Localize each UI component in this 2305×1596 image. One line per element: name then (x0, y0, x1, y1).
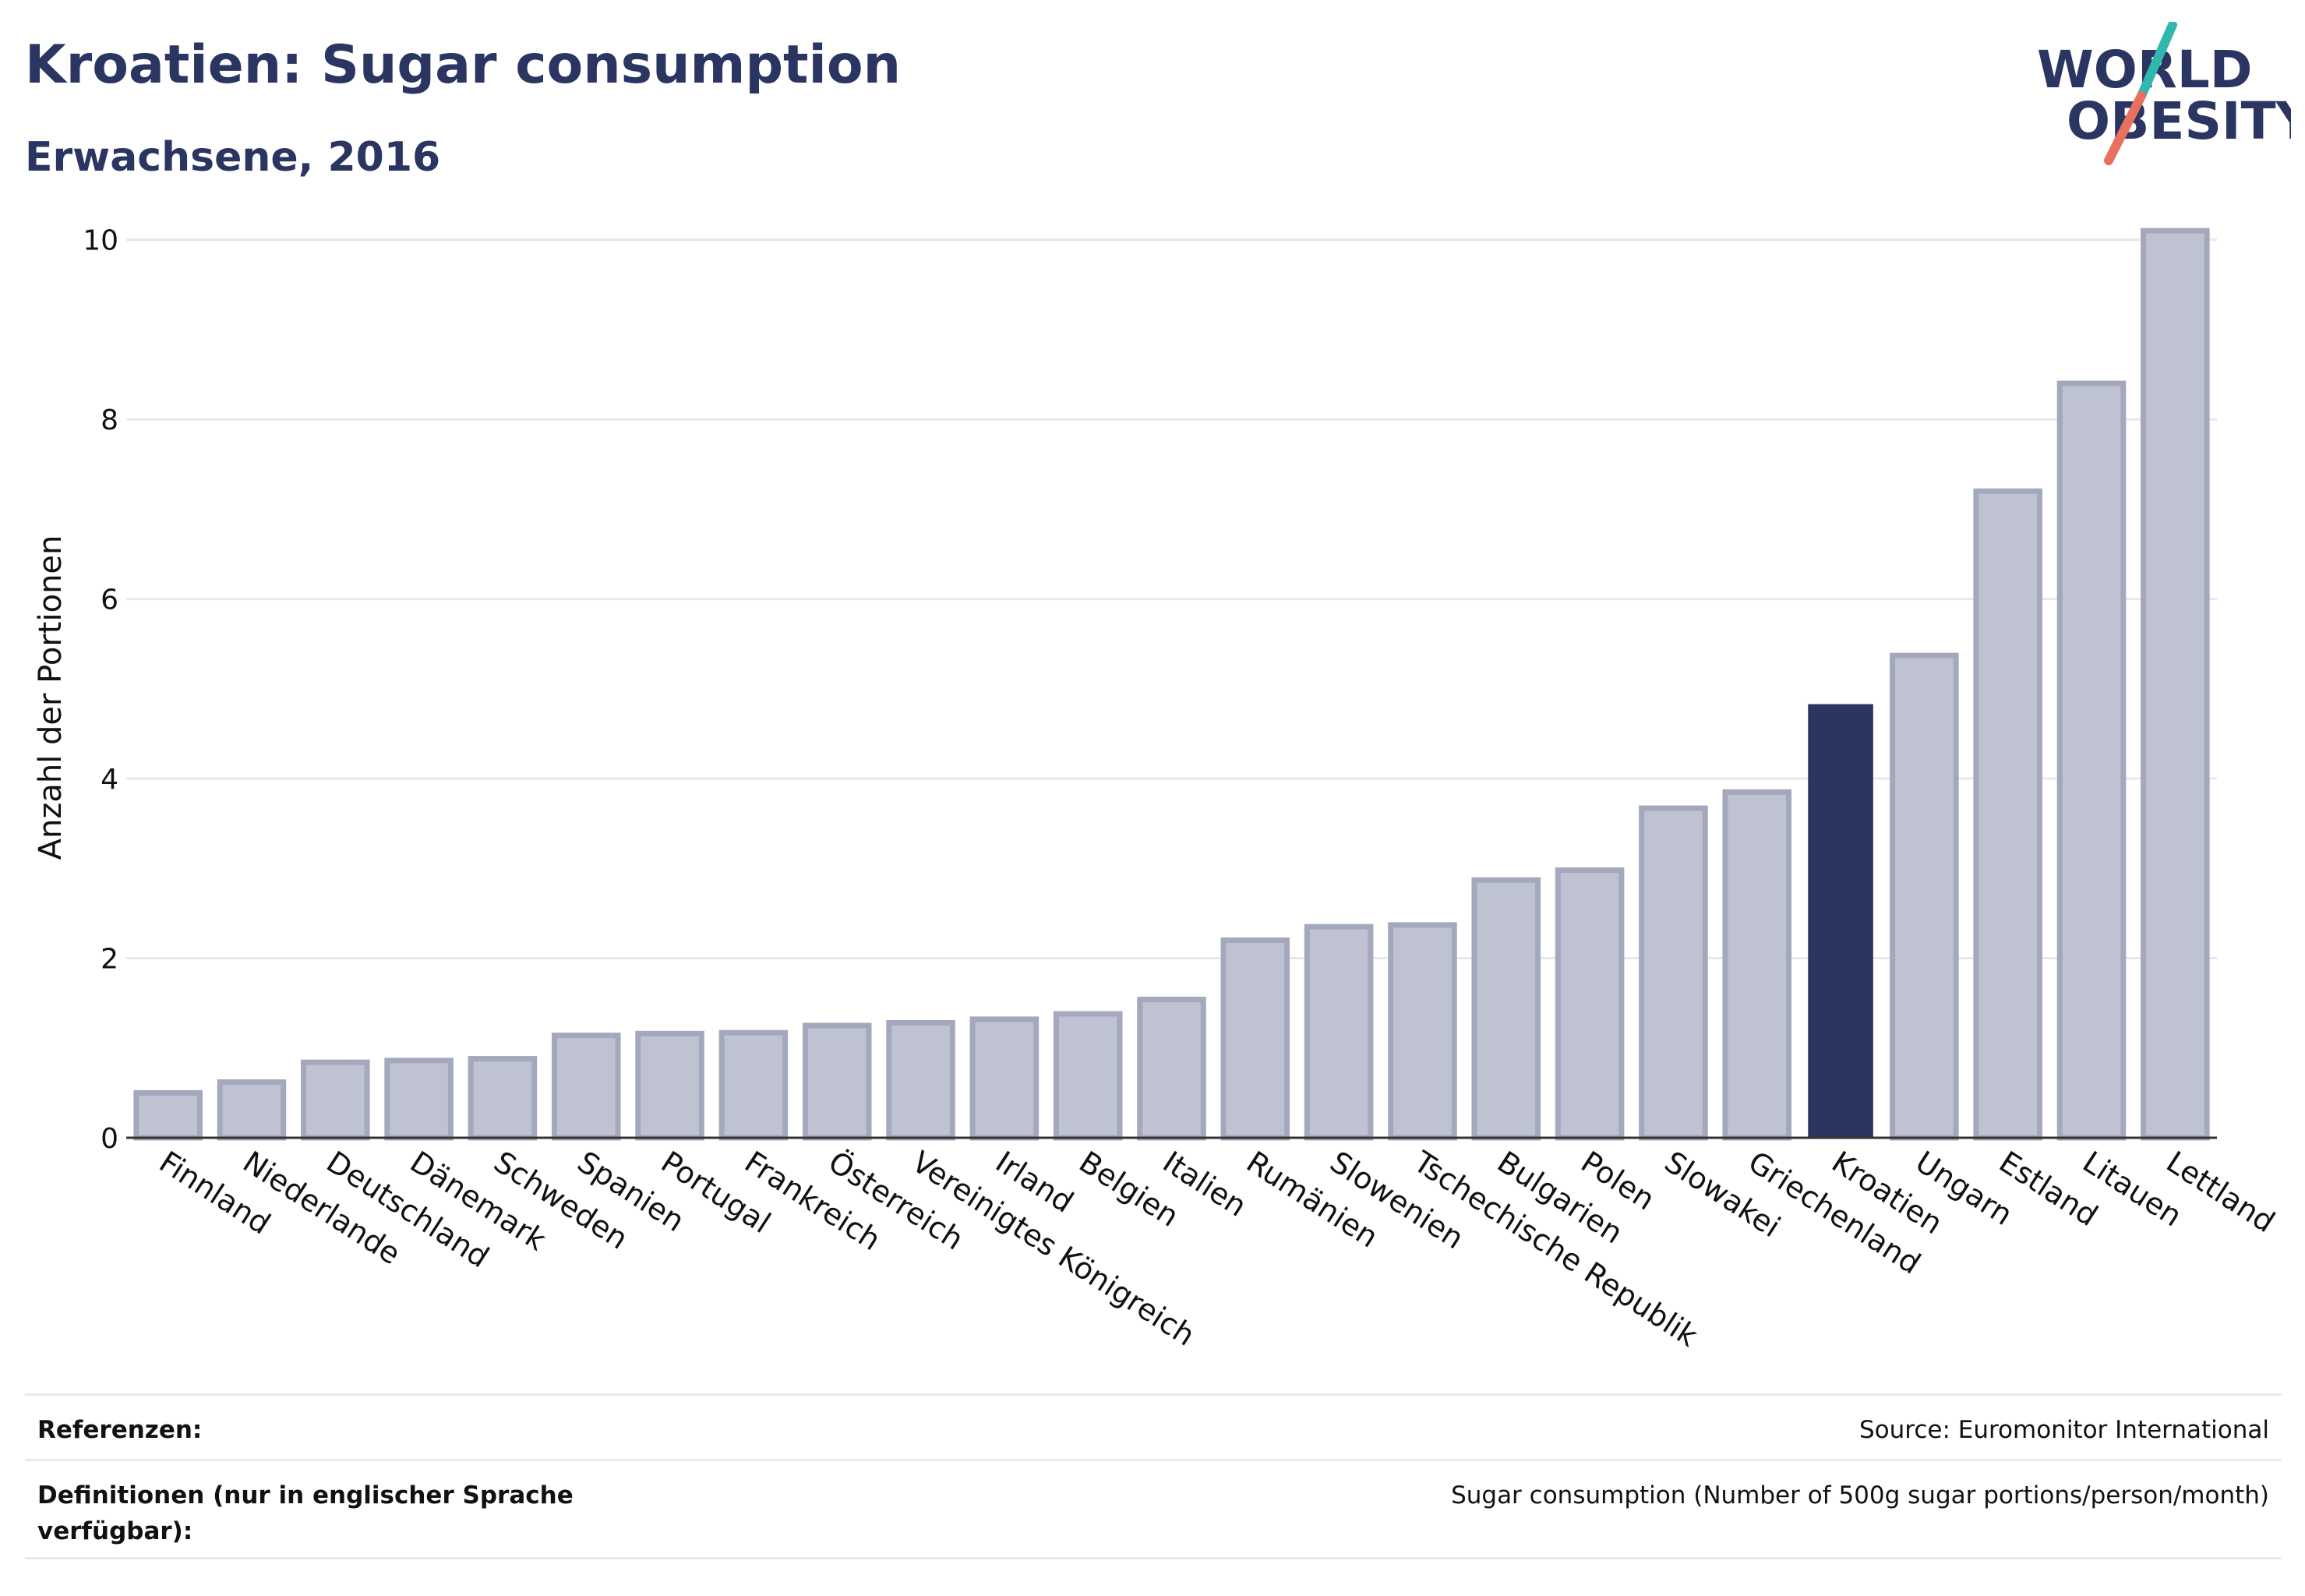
chart-title: Kroatien: Sugar consumption (25, 34, 901, 96)
bar (2056, 380, 2127, 1141)
logo-line2: OBESITY (2067, 91, 2291, 151)
footer-divider-bottom (25, 1557, 2282, 1559)
bar-highlight (1808, 704, 1873, 1139)
bar (468, 1056, 538, 1141)
bar (1220, 937, 1290, 1141)
bar (1471, 877, 1541, 1141)
bar (1388, 922, 1457, 1141)
bar (551, 1033, 621, 1141)
bar (1973, 488, 2042, 1141)
bar (1722, 789, 1792, 1141)
chart-subtitle: Erwachsene, 2016 (25, 134, 441, 181)
footer-divider-top (25, 1393, 2282, 1396)
x-tick-label: Lettland (2160, 1145, 2281, 1240)
y-tick-label: 10 (83, 225, 118, 257)
bar (2141, 228, 2210, 1141)
y-tick-label: 0 (101, 1123, 118, 1155)
y-tick-label: 6 (101, 584, 118, 616)
y-axis-label: Anzahl der Portionen (33, 535, 69, 860)
references-value: Source: Euromonitor International (1858, 1416, 2269, 1444)
bar (635, 1030, 704, 1141)
bar (384, 1058, 454, 1141)
logo-slash-teal (2137, 22, 2177, 101)
bar (1555, 867, 1625, 1141)
bar (1890, 652, 1959, 1141)
world-obesity-logo: WORLD OBESITY (2037, 22, 2291, 165)
logo-slash-coral (2104, 91, 2146, 165)
definitions-row: Definitionen (nur in englischer Sprache … (25, 1473, 2282, 1559)
bar (1639, 805, 1708, 1141)
y-tick-label: 2 (101, 944, 118, 976)
bar (217, 1079, 287, 1141)
footer-divider-middle (25, 1459, 2282, 1461)
bar (133, 1089, 203, 1141)
bar (969, 1016, 1040, 1141)
bar (718, 1029, 789, 1141)
references-label: Referenzen: (37, 1416, 203, 1444)
bar (802, 1022, 872, 1141)
y-tick-label: 8 (101, 404, 118, 436)
bar (1304, 923, 1374, 1141)
references-row: Referenzen: Source: Euromonitor Internat… (25, 1409, 2282, 1457)
definitions-value: Sugar consumption (Number of 500g sugar … (1451, 1481, 2269, 1509)
bar (1053, 1011, 1123, 1141)
definitions-label: Definitionen (nur in englischer Sprache … (37, 1481, 574, 1545)
y-tick-label: 4 (101, 764, 118, 796)
bar (1137, 997, 1206, 1141)
bar (301, 1059, 370, 1141)
bar (886, 1019, 955, 1141)
